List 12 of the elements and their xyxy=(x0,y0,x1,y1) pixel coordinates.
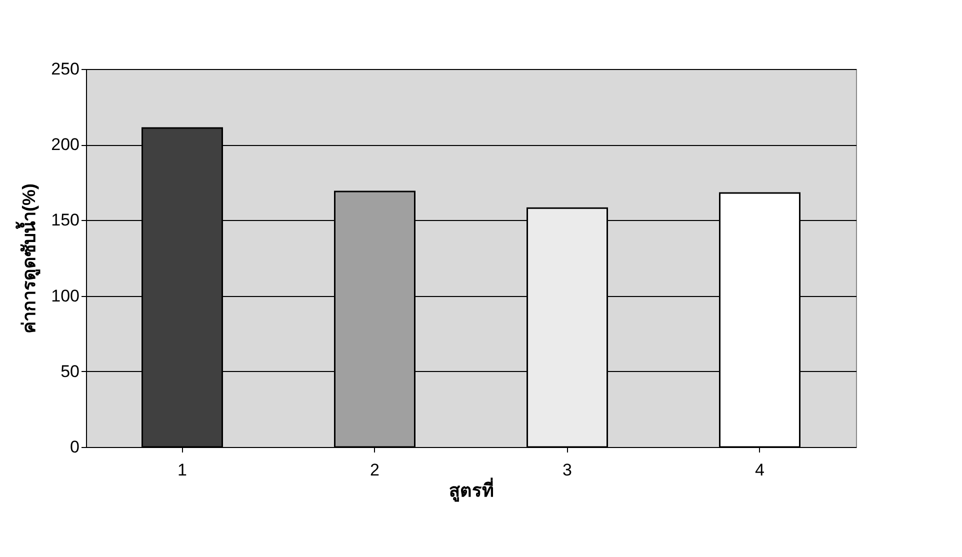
x-tick-label: 3 xyxy=(562,460,572,480)
x-tick-label: 1 xyxy=(178,460,187,480)
x-tick-label: 4 xyxy=(755,460,764,480)
x-axis-title: สูตรที่ xyxy=(449,478,494,502)
y-tick-label: 50 xyxy=(60,362,80,381)
y-axis-title: ค่าการดูดซับน้ำ(%) xyxy=(15,184,42,334)
y-tick-label: 200 xyxy=(51,135,80,154)
y-tick-label: 250 xyxy=(51,60,80,78)
y-tick-label: 0 xyxy=(70,438,80,456)
y-tick-label: 100 xyxy=(51,286,80,306)
x-tick-label: 2 xyxy=(370,460,380,480)
y-tick-label: 150 xyxy=(51,210,80,230)
